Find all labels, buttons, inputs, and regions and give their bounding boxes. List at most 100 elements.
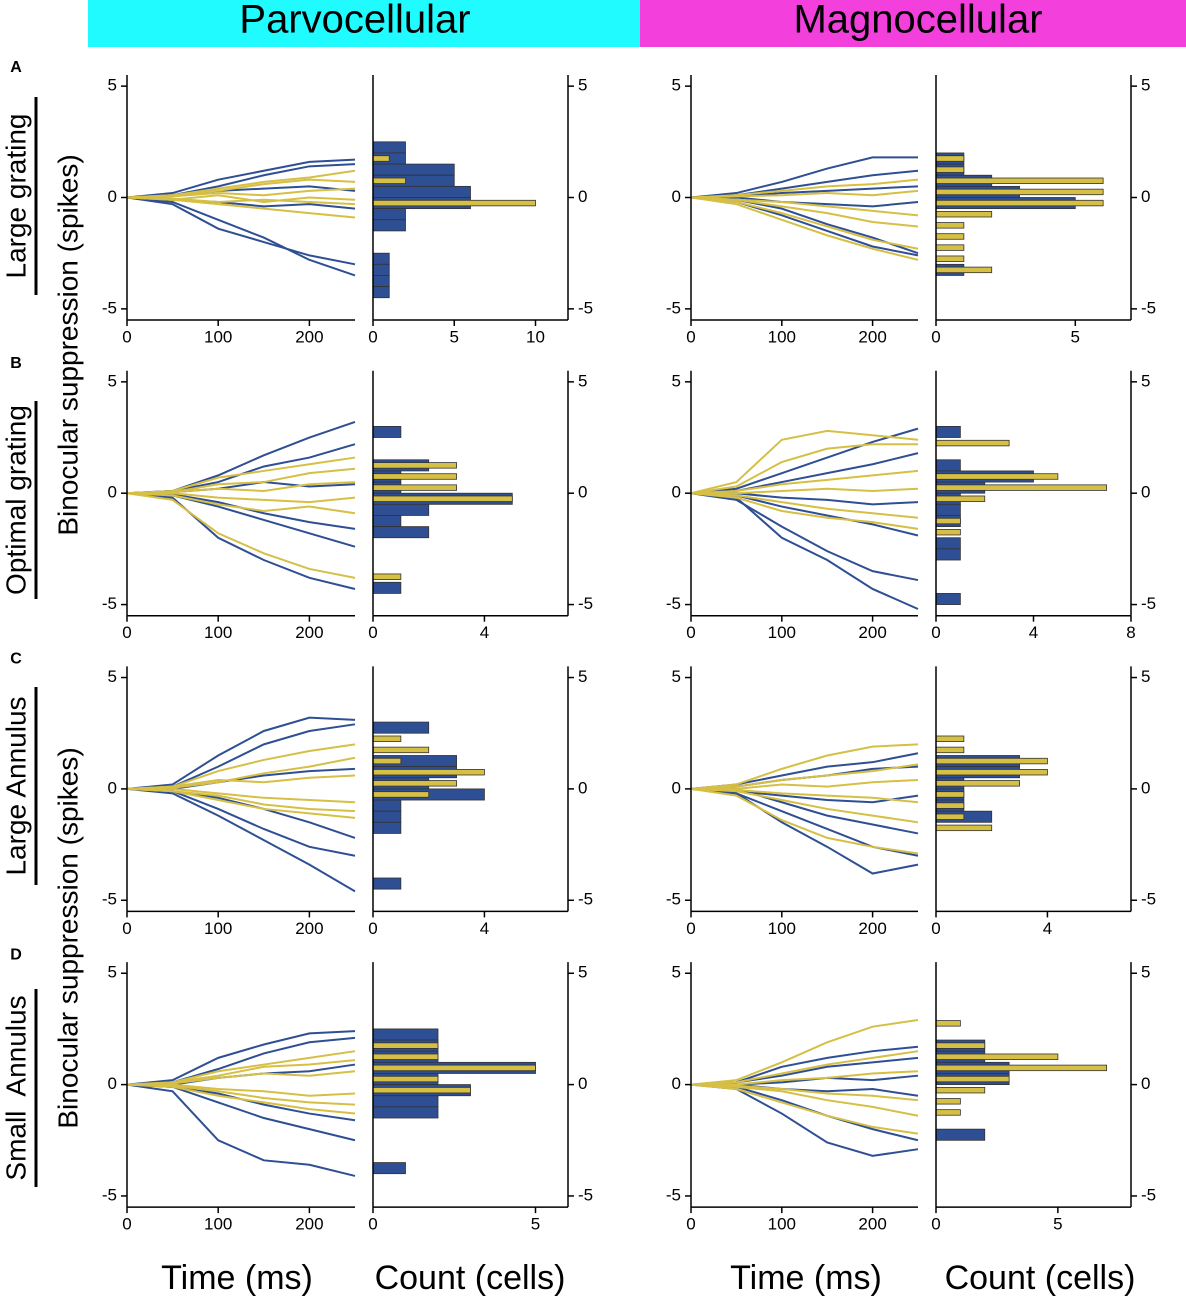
hist-bar — [935, 1128, 986, 1141]
x-tick-label: 0 — [931, 919, 940, 938]
y-tick-label: 5 — [108, 963, 117, 982]
trace — [690, 492, 919, 582]
hist-bar — [372, 746, 430, 754]
x-tick-label: 5 — [450, 327, 459, 346]
hist-bar — [935, 791, 965, 798]
y-tick-label: 0 — [1141, 1074, 1150, 1093]
trace — [126, 492, 356, 590]
hist-bar — [935, 425, 961, 438]
y-axis-label: Binocular suppression (spikes) — [52, 154, 83, 535]
x-tick-label: 4 — [480, 919, 489, 938]
hist-bar — [372, 799, 402, 812]
y-tick-label: 0 — [1141, 483, 1150, 502]
hist-bar — [372, 199, 536, 207]
x-tick-label: 100 — [768, 919, 796, 938]
trace — [690, 1083, 919, 1142]
y-tick-label: 0 — [108, 778, 117, 797]
x-tick-label: 100 — [768, 623, 796, 642]
x-tick-label: 100 — [204, 623, 232, 642]
y-axis-label: Binocular suppression (spikes) — [52, 747, 83, 1128]
hist-bar — [935, 503, 961, 516]
trace — [690, 1019, 919, 1086]
hist-bar — [372, 573, 402, 580]
hist-bar — [372, 286, 390, 299]
hist-bar — [372, 581, 402, 594]
trace — [690, 196, 919, 250]
trace — [126, 158, 356, 199]
hist-bar — [372, 219, 406, 232]
hist-bar — [372, 275, 390, 287]
trace — [126, 196, 356, 266]
x-tick-label: 0 — [122, 919, 131, 938]
trace — [690, 763, 919, 790]
hist-bar — [372, 1075, 439, 1083]
hist-bar — [372, 177, 406, 184]
y-tick-label: -5 — [1141, 298, 1156, 317]
trace — [126, 1083, 356, 1106]
hist-bar — [372, 473, 457, 480]
x-tick-label: 200 — [858, 623, 886, 642]
trace — [126, 1030, 356, 1086]
header-band — [640, 0, 1186, 47]
hist-bar — [372, 1042, 439, 1049]
trace — [690, 1083, 919, 1102]
hist-bar — [372, 208, 406, 221]
hist-bar — [935, 780, 1020, 787]
panel-letter: D — [10, 946, 22, 963]
y-tick-label: 0 — [108, 1074, 117, 1093]
y-tick-label: 0 — [672, 483, 681, 502]
trace — [690, 752, 919, 790]
y-tick-label: 0 — [578, 778, 587, 797]
x-tick-label: 4 — [1029, 623, 1038, 642]
y-tick-label: 5 — [1141, 963, 1150, 982]
x-axis-label: Time (ms) — [730, 1259, 882, 1297]
y-tick-label: -5 — [102, 298, 117, 317]
y-tick-label: 5 — [1141, 76, 1150, 95]
hist-bar — [372, 791, 430, 798]
x-tick-label: 100 — [204, 1215, 232, 1234]
y-tick-label: 5 — [108, 667, 117, 686]
y-tick-label: 0 — [1141, 778, 1150, 797]
hist-bar — [935, 813, 965, 820]
trace — [126, 787, 356, 893]
x-tick-label: 200 — [295, 919, 323, 938]
x-tick-label: 10 — [526, 327, 545, 346]
hist-bar — [372, 503, 430, 516]
hist-bar — [372, 141, 406, 154]
hist-bar — [372, 263, 390, 276]
trace — [126, 774, 356, 790]
x-axis-label: Time (ms) — [161, 1259, 313, 1297]
trace — [126, 787, 356, 813]
panel-letter: C — [10, 651, 22, 668]
y-tick-label: 0 — [578, 1074, 587, 1093]
trace — [126, 1050, 356, 1086]
hist-bar — [372, 155, 390, 162]
y-tick-label: 5 — [108, 76, 117, 95]
x-tick-label: 200 — [858, 327, 886, 346]
y-tick-label: 5 — [672, 667, 681, 686]
hist-bar — [372, 526, 430, 539]
panel-letter: A — [10, 59, 22, 76]
hist-bar — [372, 462, 457, 469]
hist-bar — [372, 821, 402, 834]
hist-bar — [935, 528, 961, 536]
hist-bar — [935, 593, 961, 605]
hist-bar — [372, 425, 402, 438]
x-tick-label: 100 — [768, 1215, 796, 1234]
y-tick-label: 5 — [672, 371, 681, 390]
trace — [691, 487, 919, 495]
trace — [126, 196, 356, 277]
x-tick-label: 200 — [295, 327, 323, 346]
x-tick-label: 0 — [368, 1215, 377, 1234]
y-tick-label: -5 — [1141, 1185, 1156, 1204]
hist-bar — [935, 199, 1104, 207]
hist-bar — [372, 735, 402, 742]
hist-bar — [935, 166, 965, 173]
hist-bar — [935, 1086, 986, 1094]
trace — [690, 1083, 919, 1135]
hist-bar — [372, 769, 485, 776]
trace — [126, 1083, 356, 1142]
trace — [690, 492, 919, 530]
x-tick-label: 0 — [686, 919, 695, 938]
trace — [126, 492, 356, 515]
